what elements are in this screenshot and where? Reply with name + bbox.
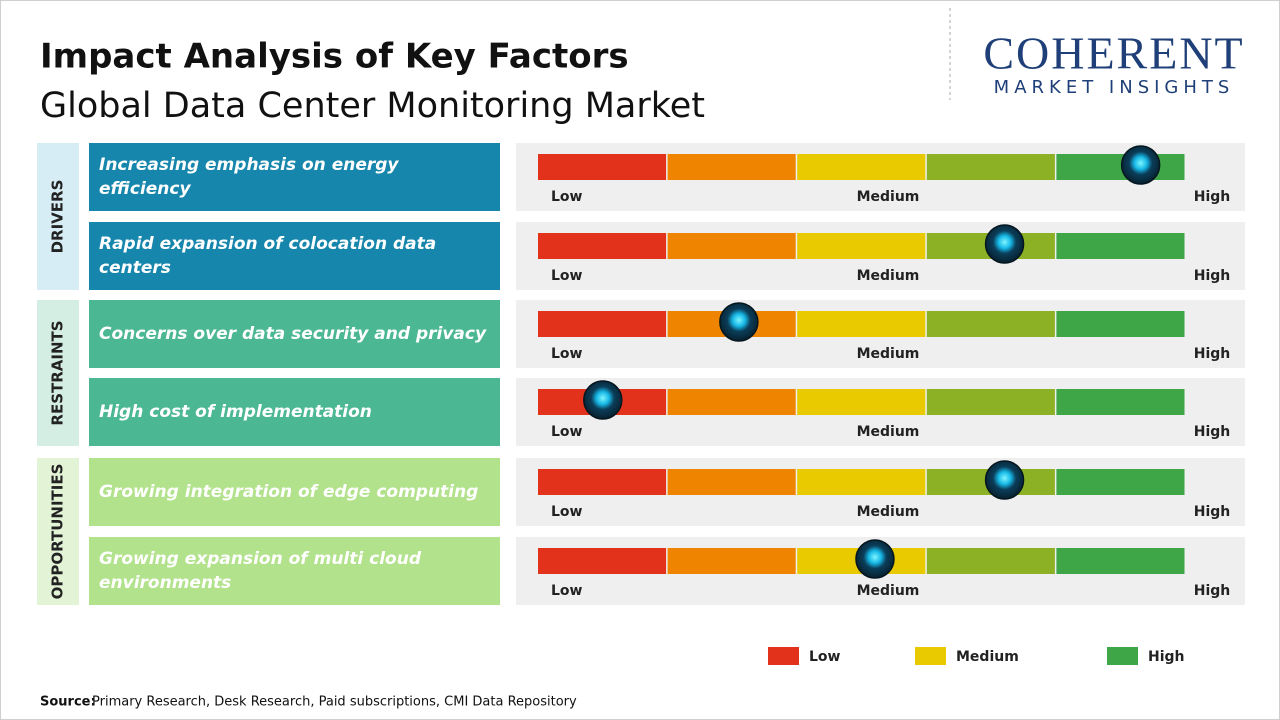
scale-label: Low xyxy=(551,268,583,284)
gauge-segment xyxy=(538,548,667,574)
gauge-segment xyxy=(538,311,667,337)
title: Impact Analysis of Key Factors xyxy=(40,37,629,77)
gauge-segment xyxy=(1056,311,1185,337)
factor-label: Rapid expansion of colocation data center… xyxy=(99,234,436,278)
gauge-segment xyxy=(1056,389,1185,415)
scale-label: High xyxy=(1194,583,1231,599)
scale-label: High xyxy=(1194,189,1231,205)
impact-knob xyxy=(855,539,895,579)
gauge-segment xyxy=(797,469,926,495)
impact-knob xyxy=(583,380,623,420)
logo-tagline: MARKET INSIGHTS xyxy=(994,77,1235,98)
factor-box xyxy=(89,458,500,526)
gauge-segment xyxy=(667,233,796,259)
factor-box xyxy=(89,300,500,368)
gauge-segment xyxy=(797,233,926,259)
source-label: Source: xyxy=(40,695,96,710)
gauge-segment xyxy=(667,389,796,415)
impact-knob xyxy=(984,224,1025,264)
scale-label: Medium xyxy=(857,504,920,520)
scale-label: Low xyxy=(551,424,583,440)
scale-label: Medium xyxy=(857,268,920,284)
scale-label: Low xyxy=(551,504,583,520)
group-band xyxy=(37,300,79,446)
subtitle: Global Data Center Monitoring Market xyxy=(40,86,705,126)
impact-knob xyxy=(719,302,759,342)
group-band xyxy=(37,143,79,290)
gauge-segment xyxy=(797,389,926,415)
scale-label: High xyxy=(1194,424,1231,440)
group-label: RESTRAINTS xyxy=(49,320,67,425)
scale-label: Low xyxy=(551,189,583,205)
legend-swatch xyxy=(915,647,946,665)
gauge-segment xyxy=(1056,548,1185,574)
factor-box xyxy=(89,378,500,446)
gauge-segment xyxy=(797,154,926,180)
gauge-segment xyxy=(926,311,1055,337)
factor-box xyxy=(89,222,500,290)
legend-label: Low xyxy=(809,649,841,665)
gauge-segment xyxy=(1056,469,1185,495)
impact-knob xyxy=(984,460,1025,500)
gauge-segment xyxy=(797,311,926,337)
scale-label: Medium xyxy=(857,424,920,440)
scale-label: Medium xyxy=(857,583,920,599)
gauge-segment xyxy=(667,548,796,574)
factor-label: High cost of implementation xyxy=(99,402,372,422)
impact-knob xyxy=(1120,145,1161,185)
gauge-segment xyxy=(538,154,667,180)
factor-box xyxy=(89,143,500,211)
scale-label: Low xyxy=(551,346,583,362)
scale-label: High xyxy=(1194,504,1231,520)
legend-swatch xyxy=(768,647,799,665)
scale-label: Low xyxy=(551,583,583,599)
gauge-segment xyxy=(926,389,1055,415)
legend-label: High xyxy=(1148,649,1185,665)
logo-name: COHERENT xyxy=(983,28,1244,79)
gauge-segment xyxy=(667,469,796,495)
factor-label: Growing integration of edge computing xyxy=(99,482,478,502)
legend-swatch xyxy=(1107,647,1138,665)
gauge-segment xyxy=(926,548,1055,574)
gauge-segment xyxy=(926,154,1055,180)
factor-label: Growing expansion of multi cloud environm… xyxy=(99,549,422,593)
gauge-segment xyxy=(538,233,667,259)
source-text: Primary Research, Desk Research, Paid su… xyxy=(92,695,577,710)
gauge-segment xyxy=(667,154,796,180)
scale-label: Medium xyxy=(857,189,920,205)
legend-label: Medium xyxy=(956,649,1019,665)
factor-label: Concerns over data security and privacy xyxy=(99,324,487,344)
group-band xyxy=(37,458,79,605)
scale-label: High xyxy=(1194,346,1231,362)
group-label: OPPORTUNITIES xyxy=(49,464,67,600)
gauge-segment xyxy=(1056,154,1185,180)
gauge-segment xyxy=(538,469,667,495)
group-label: DRIVERS xyxy=(49,180,67,254)
gauge-segment xyxy=(1056,233,1185,259)
scale-label: Medium xyxy=(857,346,920,362)
scale-label: High xyxy=(1194,268,1231,284)
factor-label: Increasing emphasis on energy efficiency xyxy=(99,155,399,199)
factor-box xyxy=(89,537,500,605)
